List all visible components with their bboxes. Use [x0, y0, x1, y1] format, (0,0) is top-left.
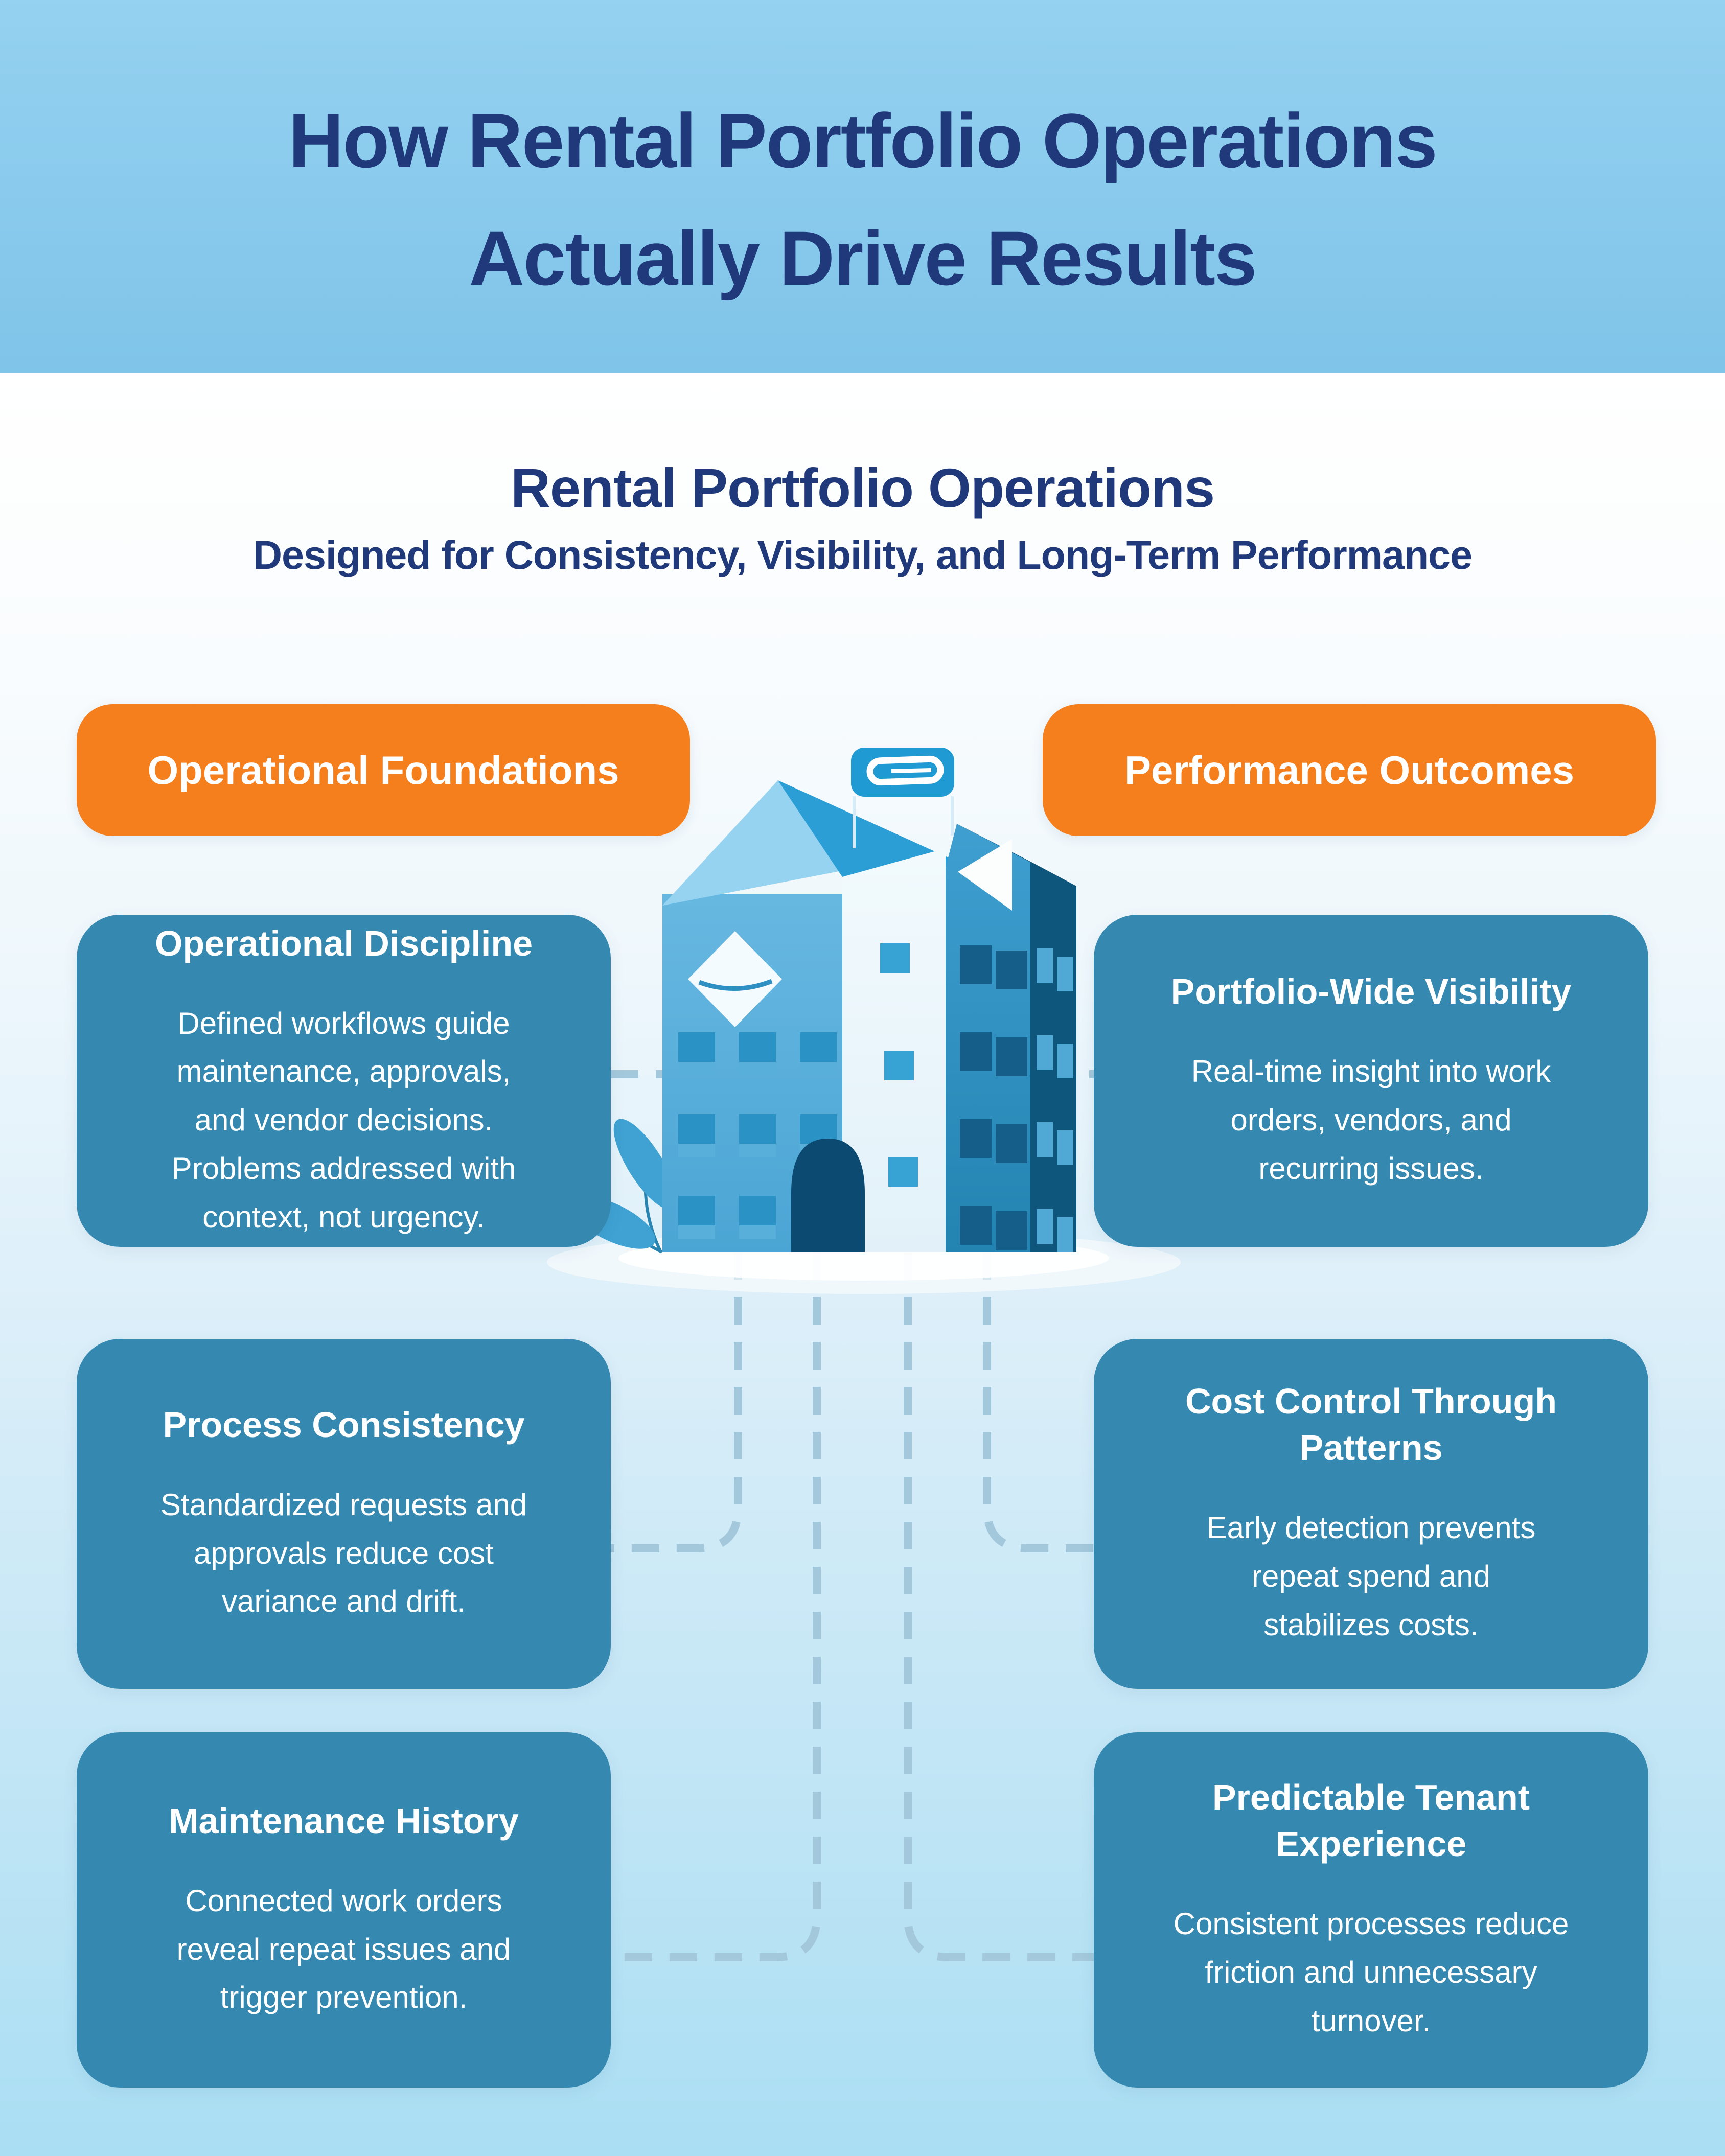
header-band: How Rental Portfolio Operations Actually…: [0, 0, 1725, 373]
card-operational-discipline: Operational Discipline Defined workflows…: [77, 915, 611, 1247]
right-tower: [946, 824, 1076, 1252]
card-body: Defined workflows guide maintenance, app…: [171, 1006, 516, 1234]
diamond-ornament: [688, 931, 782, 1027]
right-tower-front-windows: [960, 945, 1027, 1250]
middle-block-face: [842, 848, 946, 1252]
card-title: Maintenance History: [169, 1800, 519, 1841]
triangle-ornament: [958, 839, 1012, 911]
connector-left-row2: [611, 1252, 742, 1552]
left-tower-windows: [678, 1032, 837, 1239]
card-body: Consistent processes reduce friction and…: [1173, 1907, 1569, 2038]
card-title: Predictable Tenant Experience: [1212, 1777, 1530, 1864]
intro-heading: Rental Portfolio Operations: [510, 457, 1215, 519]
connector-right-row2: [983, 1252, 1094, 1552]
card-body: Early detection prevents repeat spend an…: [1206, 1511, 1536, 1642]
arched-door: [791, 1139, 865, 1252]
page-title: How Rental Portfolio Operations Actually…: [288, 98, 1437, 301]
card-maintenance-history: Maintenance History Connected work order…: [77, 1732, 611, 2088]
card-body: Connected work orders reveal repeat issu…: [176, 1883, 511, 2015]
middle-block-windows: [880, 943, 918, 1187]
intro-subheading: Designed for Consistency, Visibility, an…: [252, 532, 1473, 577]
pill-performance-outcomes: Performance Outcomes: [1043, 704, 1656, 836]
paperclip-swoosh-icon: [866, 755, 944, 786]
card-title: Portfolio-Wide Visibility: [1170, 971, 1572, 1012]
card-body: Standardized requests and approvals redu…: [160, 1487, 527, 1619]
card-portfolio-wide-visibility: Portfolio-Wide Visibility Real-time insi…: [1094, 915, 1648, 1247]
card-process-consistency: Process Consistency Standardized request…: [77, 1339, 611, 1689]
left-tower: [662, 780, 964, 1252]
card-title: Cost Control Through Patterns: [1185, 1381, 1557, 1468]
card-title: Process Consistency: [163, 1404, 525, 1445]
right-tower-side-windows: [1037, 948, 1073, 1252]
connector-left-row3: [611, 1252, 821, 1961]
card-title: Operational Discipline: [154, 923, 533, 963]
card-predictable-tenant-experience: Predictable Tenant Experience Consistent…: [1094, 1732, 1648, 2088]
left-tower-roof-dark: [778, 780, 964, 880]
leaf-icon: [613, 1119, 677, 1210]
middle-block: [791, 848, 946, 1252]
pill-operational-foundations: Operational Foundations: [77, 704, 690, 836]
right-tower-roof: [957, 824, 1076, 886]
sign-board: [851, 748, 954, 848]
card-cost-control-through-patterns: Cost Control Through Patterns Early dete…: [1094, 1339, 1648, 1689]
diamond-ornament-slit: [698, 979, 773, 991]
connector-right-row3: [904, 1252, 1094, 1961]
card-body: Real-time insight into work orders, vend…: [1191, 1054, 1551, 1186]
